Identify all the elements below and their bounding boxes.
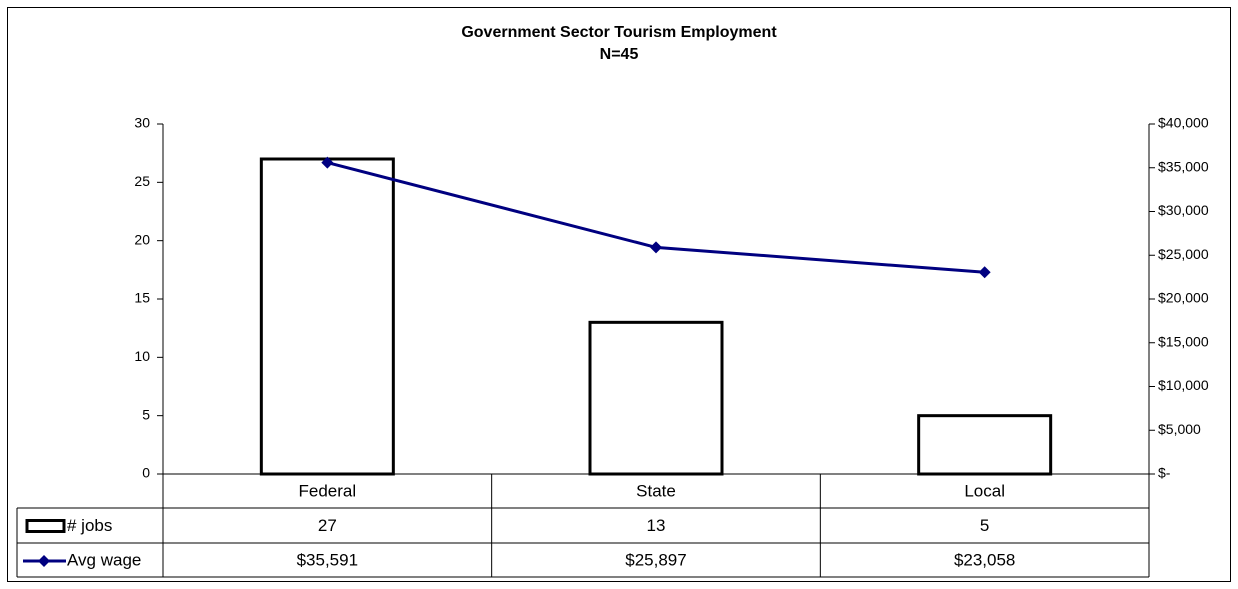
y-left-tick-label: 20 bbox=[134, 231, 150, 247]
bar bbox=[917, 414, 1053, 476]
y-left-tick-label: 10 bbox=[134, 348, 150, 364]
data-table: Federal State Local # jobs 27 13 5 Avg wage $35,… bbox=[16, 473, 1150, 578]
wage-line-path bbox=[326, 161, 985, 274]
chart-subtitle: N=45 bbox=[599, 46, 639, 63]
wage-point bbox=[321, 156, 334, 169]
bar bbox=[588, 320, 724, 476]
y-right-tick-label: $5,000 bbox=[1158, 421, 1201, 437]
y-left-tick-label: 30 bbox=[134, 115, 150, 131]
wage-line bbox=[321, 156, 991, 279]
jobs-value: 13 bbox=[647, 516, 666, 535]
wage-value: $25,897 bbox=[625, 550, 686, 569]
legend-bar-key bbox=[25, 519, 66, 533]
y-right-tick-label: $10,000 bbox=[1158, 377, 1209, 393]
jobs-value: 27 bbox=[318, 516, 337, 535]
y-right-tick-label: $20,000 bbox=[1158, 290, 1209, 306]
legend-diamond-key bbox=[38, 555, 50, 567]
wage-value: $35,591 bbox=[297, 550, 358, 569]
chart-title: Government Sector Tourism Employment bbox=[461, 24, 777, 41]
legend-jobs-label: # jobs bbox=[67, 516, 112, 535]
x-category-label: State bbox=[636, 481, 676, 500]
y-right-tick-label: $35,000 bbox=[1158, 158, 1209, 174]
jobs-value: 5 bbox=[980, 516, 989, 535]
chart-frame bbox=[7, 7, 1231, 582]
x-category-label: Federal bbox=[299, 481, 357, 500]
bars bbox=[259, 157, 1053, 476]
axes: 0 5 10 15 20 25 30 $- $5,000 $10,000 $15,000 $20,00… bbox=[134, 115, 1208, 481]
y-right-tick-label: $15,000 bbox=[1158, 333, 1209, 349]
y-left-tick-label: 15 bbox=[134, 290, 150, 306]
wage-value: $23,058 bbox=[954, 550, 1015, 569]
bar bbox=[259, 157, 395, 476]
chart-title-block: Government Sector Tourism Employment N=4… bbox=[0, 22, 1238, 66]
y-right-tick-label: $40,000 bbox=[1158, 115, 1209, 131]
wage-point bbox=[650, 241, 662, 254]
legend-wage-label: Avg wage bbox=[67, 550, 141, 569]
x-category-label: Local bbox=[964, 481, 1005, 500]
y-right-tick-label: $- bbox=[1158, 465, 1171, 481]
wage-point bbox=[978, 266, 991, 279]
y-right-tick-label: $25,000 bbox=[1158, 246, 1209, 262]
y-left-tick-label: 0 bbox=[142, 465, 150, 481]
y-right-tick-label: $30,000 bbox=[1158, 202, 1209, 218]
y-left-tick-label: 25 bbox=[134, 173, 150, 189]
y-left-tick-label: 5 bbox=[142, 406, 150, 422]
